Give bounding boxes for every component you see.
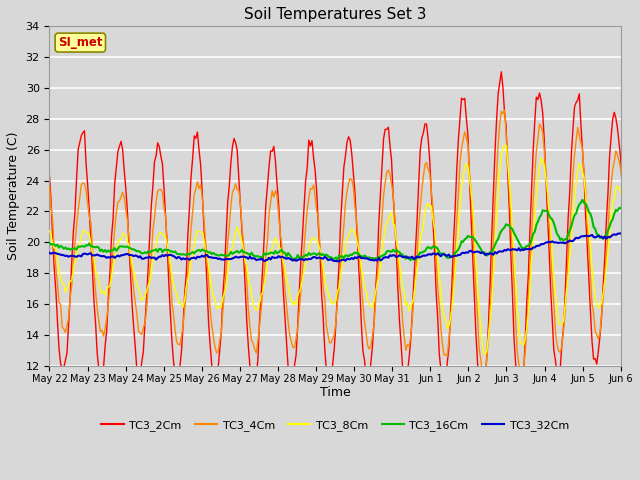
Title: Soil Temperatures Set 3: Soil Temperatures Set 3 [244,7,426,22]
Legend: TC3_2Cm, TC3_4Cm, TC3_8Cm, TC3_16Cm, TC3_32Cm: TC3_2Cm, TC3_4Cm, TC3_8Cm, TC3_16Cm, TC3… [97,416,573,436]
X-axis label: Time: Time [320,386,351,399]
Text: SI_met: SI_met [58,36,102,49]
Y-axis label: Soil Temperature (C): Soil Temperature (C) [7,132,20,260]
